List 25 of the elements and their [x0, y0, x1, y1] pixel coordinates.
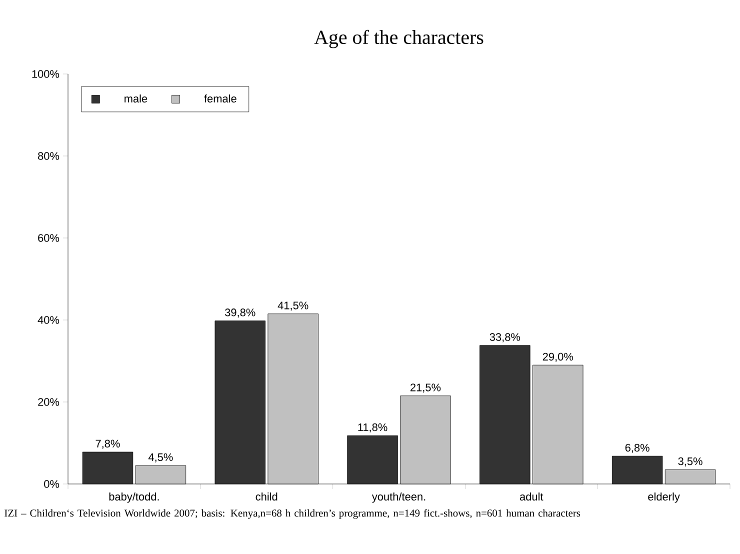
- data-label: 39,8%: [225, 308, 256, 318]
- data-label: 29,0%: [542, 352, 574, 362]
- data-label: 6,8%: [625, 444, 650, 453]
- x-tick-label: elderly: [648, 492, 680, 503]
- text: IZI – Children‘s Television Worldwide 2007; basis: Kenya,n=68 h children’s programme, n=149 fict.-shows, n=601 human characters: [4, 509, 580, 519]
- data-label: 21,5%: [410, 384, 441, 393]
- x-tick-label: youth/teen.: [372, 492, 426, 503]
- y-tick-label: 100%: [32, 70, 60, 78]
- chart-title: Age of the characters: [314, 30, 484, 48]
- data-label: 4,5%: [148, 453, 173, 462]
- x-tick-label: child: [256, 492, 278, 501]
- data-label: 11,8%: [358, 423, 388, 432]
- legend-label: female: [204, 94, 236, 103]
- x-tick-label: baby/todd.: [109, 492, 159, 503]
- y-tick-label: 20%: [38, 398, 60, 406]
- data-label: 3,5%: [678, 457, 702, 466]
- x-tick-label: adult: [520, 492, 544, 501]
- y-tick-label: 80%: [38, 152, 60, 160]
- data-label: 41,5%: [278, 302, 308, 311]
- legend-label: male: [124, 94, 148, 103]
- data-label: 7,8%: [96, 440, 120, 449]
- y-tick-label: 0%: [44, 480, 60, 488]
- y-tick-label: 60%: [38, 234, 60, 242]
- data-label: 33,8%: [490, 333, 520, 342]
- y-tick-label: 40%: [38, 316, 60, 324]
